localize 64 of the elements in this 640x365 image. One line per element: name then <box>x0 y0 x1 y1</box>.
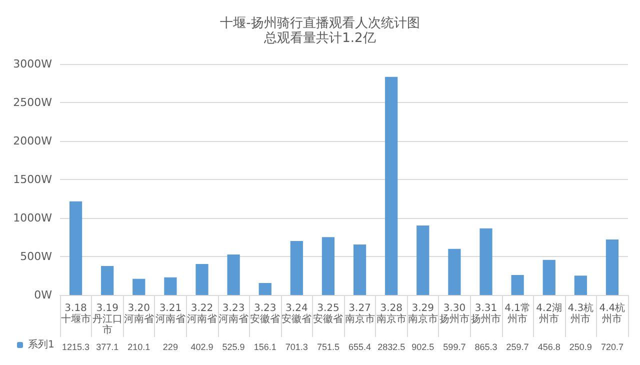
data-label: 210.1 <box>128 342 150 352</box>
data-label: 599.7 <box>443 342 466 352</box>
y-tick-label: 2500W <box>13 96 52 109</box>
x-tick-label: 3.23河南省 <box>218 303 249 325</box>
y-tick-label: 1000W <box>13 212 52 224</box>
x-tick-label: 3.30扬州市 <box>439 303 470 325</box>
data-label: 525.9 <box>222 342 245 352</box>
y-tick-label: 1500W <box>13 173 52 186</box>
data-label: 701.3 <box>285 342 308 352</box>
x-tick-label: 3.25安徽省 <box>313 303 344 325</box>
bar <box>101 266 114 295</box>
x-tick-label: 4.2湖州市 <box>536 302 562 325</box>
x-tick-label: 3.24安徽省 <box>282 303 312 325</box>
bar <box>227 254 240 295</box>
bar <box>132 278 146 295</box>
data-label: 377.1 <box>96 342 119 352</box>
x-tick-label: 3.18十堰市 <box>60 303 91 325</box>
data-label: 156.1 <box>254 342 276 352</box>
x-tick-label: 4.3杭州市 <box>568 302 594 325</box>
y-tick-label: 2000W <box>13 134 52 148</box>
bar <box>290 241 303 295</box>
x-tick-label: 3.31扬州市 <box>471 303 501 325</box>
bar <box>480 228 492 295</box>
x-tick-label: 4.1常州市 <box>504 302 531 325</box>
data-label: 720.7 <box>600 342 624 352</box>
data-label: 229 <box>162 342 178 352</box>
data-label: 402.9 <box>190 342 214 352</box>
y-tick-label: 0W <box>34 288 52 302</box>
data-label: 751.5 <box>316 342 340 352</box>
bar <box>69 201 82 295</box>
y-tick-label: 3000W <box>13 58 52 70</box>
bar <box>385 76 398 295</box>
bar <box>322 237 335 295</box>
x-tick-label: 3.27南京市 <box>344 303 375 325</box>
bar <box>196 264 208 295</box>
chart-title: 十堰-扬州骑行直播观看人次统计图 <box>220 16 420 31</box>
legend-label: 系列1 <box>28 338 54 350</box>
data-label: 1215.3 <box>62 342 90 352</box>
chart-subtitle: 总观看量共计1.2亿 <box>263 31 376 46</box>
bar <box>164 277 177 295</box>
y-tick-label: 500W <box>20 250 52 263</box>
data-label: 250.9 <box>569 342 592 352</box>
bar <box>448 248 461 295</box>
bar <box>542 260 556 295</box>
x-tick-label: 3.23安徽省 <box>250 303 280 325</box>
x-tick-label: 3.19丹江口市 <box>92 303 122 336</box>
data-label: 456.8 <box>538 342 560 352</box>
data-label: 259.7 <box>506 342 529 352</box>
bar <box>606 240 619 295</box>
x-tick-label: 3.22河南省 <box>187 303 217 325</box>
data-label: 865.3 <box>474 342 498 352</box>
data-label: 655.4 <box>348 342 372 352</box>
bar <box>511 275 524 295</box>
bar <box>353 244 366 295</box>
data-label: 2832.5 <box>378 342 406 352</box>
x-tick-label: 4.4杭州市 <box>599 302 626 325</box>
data-label: 902.5 <box>412 342 434 352</box>
bar <box>574 276 587 295</box>
x-tick-label: 3.20河南省 <box>124 303 154 325</box>
bar <box>416 226 430 295</box>
x-tick-label: 3.29南京市 <box>408 303 438 325</box>
x-tick-label: 3.21河南省 <box>155 303 186 325</box>
x-tick-label: 3.28南京市 <box>376 303 406 325</box>
bar <box>258 282 272 295</box>
